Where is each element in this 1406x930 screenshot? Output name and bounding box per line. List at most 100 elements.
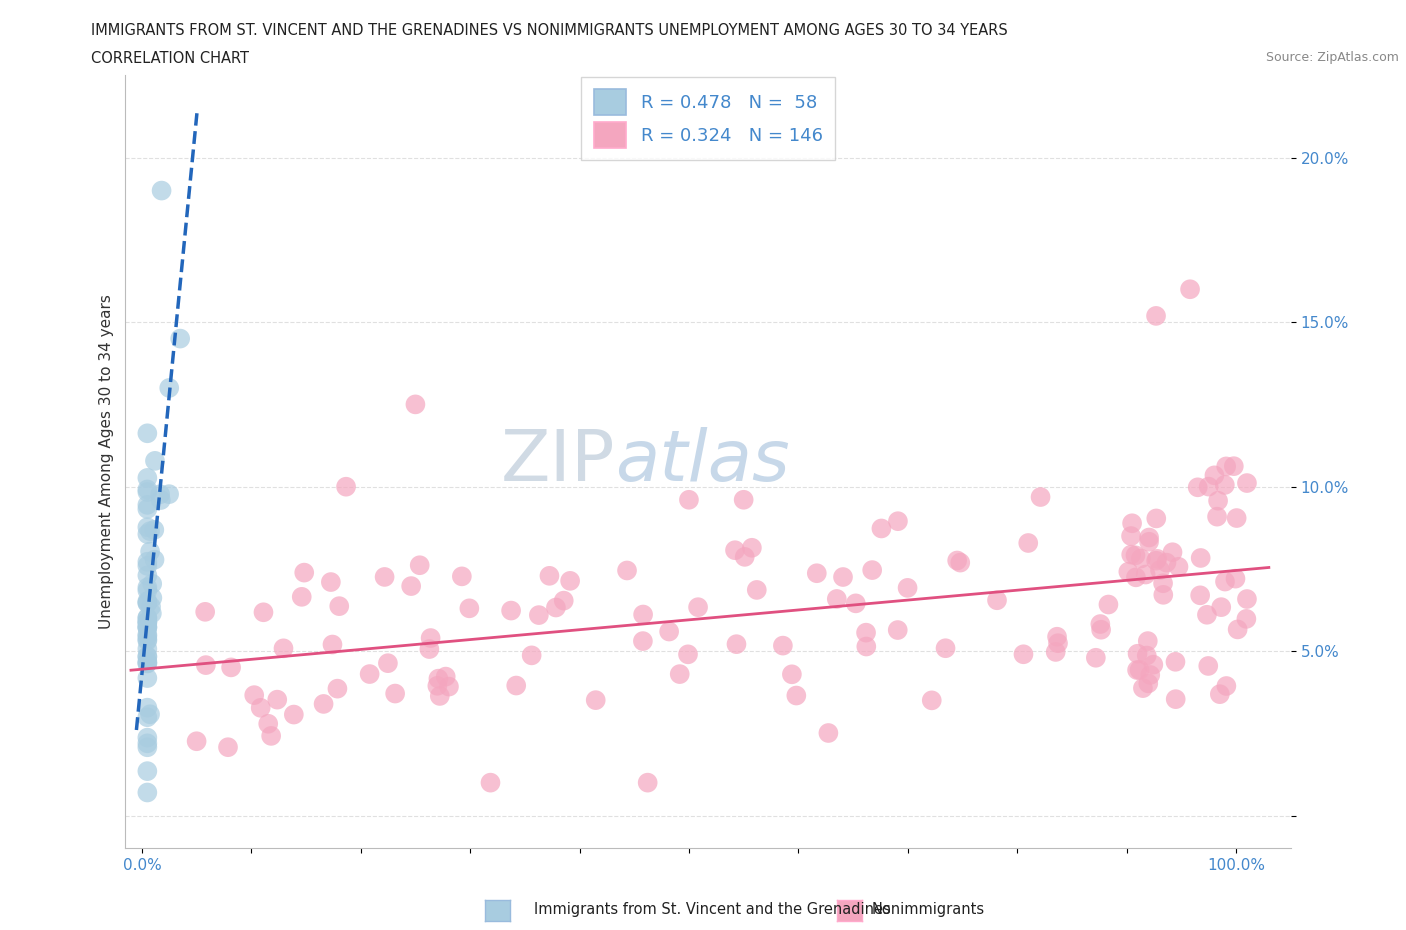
Point <box>437 679 460 694</box>
Point <box>141 591 163 605</box>
Point <box>136 764 159 778</box>
Point <box>219 660 242 675</box>
Point <box>686 600 709 615</box>
Point <box>419 631 441 645</box>
Point <box>745 582 768 597</box>
Point <box>1146 551 1168 566</box>
Point <box>136 610 159 625</box>
Point <box>1139 668 1161 683</box>
Point <box>136 654 159 669</box>
Point <box>136 526 159 541</box>
Point <box>860 563 883 578</box>
Point <box>724 543 747 558</box>
Point <box>136 501 159 516</box>
Point <box>335 479 357 494</box>
Point <box>157 486 180 501</box>
Point <box>887 622 910 637</box>
Point <box>986 592 1008 607</box>
Point <box>1045 644 1067 659</box>
Point <box>139 707 162 722</box>
Point <box>427 671 450 686</box>
Point <box>1206 493 1229 508</box>
Point <box>1090 622 1112 637</box>
Point <box>377 656 399 671</box>
Point <box>1046 636 1069 651</box>
Point <box>725 637 748 652</box>
Point <box>136 700 159 715</box>
Point <box>136 629 159 644</box>
Point <box>832 569 855 584</box>
Point <box>136 642 159 657</box>
Point <box>1046 630 1069 644</box>
Point <box>149 486 172 501</box>
Point <box>136 616 159 631</box>
Point <box>418 642 440 657</box>
Point <box>136 631 159 646</box>
Point <box>1197 658 1219 673</box>
Text: IMMIGRANTS FROM ST. VINCENT AND THE GRENADINES VS NONIMMIGRANTS UNEMPLOYMENT AMO: IMMIGRANTS FROM ST. VINCENT AND THE GREN… <box>91 23 1008 38</box>
Point <box>1012 647 1035 662</box>
Point <box>1164 655 1187 670</box>
Point <box>139 544 162 559</box>
Point <box>136 593 159 608</box>
Point <box>141 577 163 591</box>
Point <box>136 583 159 598</box>
Legend: R = 0.478   N =  58, R = 0.324   N = 146: R = 0.478 N = 58, R = 0.324 N = 146 <box>581 77 835 160</box>
Point <box>553 593 575 608</box>
Point <box>1097 597 1119 612</box>
Point <box>946 553 969 568</box>
Point <box>501 604 523 618</box>
Point <box>194 658 217 672</box>
Point <box>384 686 406 701</box>
Point <box>1149 563 1171 578</box>
Point <box>1137 530 1160 545</box>
Point <box>450 569 472 584</box>
Point <box>252 604 274 619</box>
Point <box>1132 681 1154 696</box>
Point <box>921 693 943 708</box>
Point <box>949 555 972 570</box>
Point <box>1144 309 1167 324</box>
Point <box>1225 571 1247 586</box>
Point <box>1206 510 1229 525</box>
Point <box>1121 547 1143 562</box>
Point <box>292 565 315 580</box>
Point <box>897 580 920 595</box>
Point <box>1118 565 1140 579</box>
Point <box>1125 570 1147 585</box>
Point <box>825 591 848 606</box>
Point <box>785 688 807 703</box>
Point <box>426 678 449 693</box>
Text: Immigrants from St. Vincent and the Grenadines: Immigrants from St. Vincent and the Gren… <box>534 902 891 917</box>
Point <box>359 667 381 682</box>
Point <box>1167 559 1189 574</box>
Point <box>136 710 159 724</box>
Point <box>136 656 159 671</box>
Point <box>374 569 396 584</box>
Point <box>273 641 295 656</box>
Point <box>734 550 756 565</box>
Point <box>806 565 828 580</box>
Point <box>741 540 763 555</box>
Point <box>157 380 180 395</box>
Point <box>1223 458 1246 473</box>
Point <box>1126 646 1149 661</box>
Point <box>585 693 607 708</box>
Point <box>1090 617 1112 631</box>
Point <box>544 600 567 615</box>
Point <box>505 678 527 693</box>
Point <box>328 599 350 614</box>
Point <box>326 681 349 696</box>
Point <box>772 638 794 653</box>
Point <box>1215 459 1237 474</box>
Point <box>136 558 159 573</box>
Point <box>136 620 159 635</box>
Point <box>136 620 159 635</box>
Point <box>1135 567 1157 582</box>
Point <box>479 776 502 790</box>
Point <box>136 656 159 671</box>
Point <box>458 601 481 616</box>
Point <box>169 331 191 346</box>
Point <box>1161 545 1184 560</box>
Y-axis label: Unemployment Among Ages 30 to 34 years: Unemployment Among Ages 30 to 34 years <box>100 295 114 630</box>
